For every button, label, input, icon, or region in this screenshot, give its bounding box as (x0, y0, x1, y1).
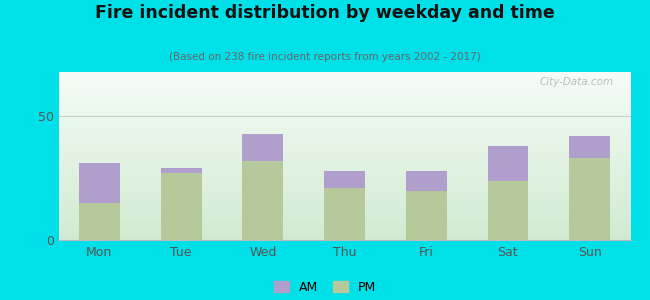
Bar (324, 171, 365, 188)
Bar (161, 173, 202, 240)
Bar (488, 181, 528, 240)
Bar (79, 164, 120, 203)
Text: City-Data.com: City-Data.com (540, 77, 614, 87)
Bar (569, 136, 610, 158)
Bar (569, 158, 610, 240)
Legend: AM, PM: AM, PM (274, 281, 376, 294)
Bar (242, 134, 283, 161)
Bar (406, 171, 447, 190)
Bar (488, 146, 528, 181)
Text: (Based on 238 fire incident reports from years 2002 - 2017): (Based on 238 fire incident reports from… (169, 52, 481, 62)
Bar (324, 188, 365, 240)
Bar (406, 190, 447, 240)
Bar (242, 161, 283, 240)
Bar (161, 168, 202, 173)
Text: Fire incident distribution by weekday and time: Fire incident distribution by weekday an… (95, 4, 555, 22)
Bar (79, 203, 120, 240)
